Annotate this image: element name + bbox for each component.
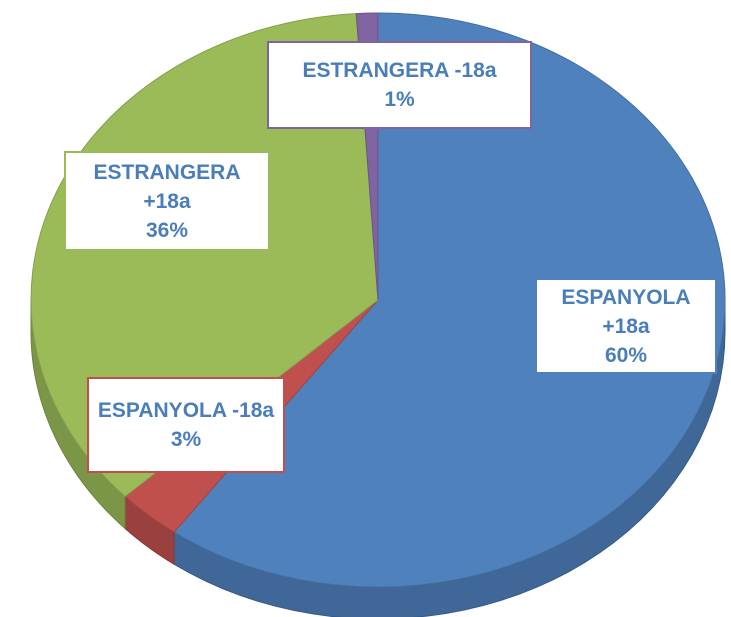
label-category: ESPANYOLA +18a bbox=[561, 285, 691, 338]
data-label: ESPANYOLA -18a 3% bbox=[87, 377, 285, 473]
data-label: ESTRANGERA +18a 36% bbox=[64, 151, 270, 251]
label-category: ESPANYOLA -18a bbox=[97, 399, 275, 422]
data-label: ESTRANGERA -18a 1% bbox=[267, 41, 532, 129]
label-category: ESTRANGERA +18a bbox=[93, 160, 241, 213]
label-value: 36% bbox=[145, 218, 189, 242]
pie-slice bbox=[173, 12, 726, 588]
data-label: ESPANYOLA +18a 60% bbox=[535, 278, 717, 374]
pie-slice bbox=[30, 13, 379, 498]
label-value: 1% bbox=[384, 88, 415, 111]
label-value: 3% bbox=[170, 428, 202, 451]
label-value: 60% bbox=[604, 343, 648, 367]
label-category: ESTRANGERA -18a bbox=[302, 59, 497, 82]
